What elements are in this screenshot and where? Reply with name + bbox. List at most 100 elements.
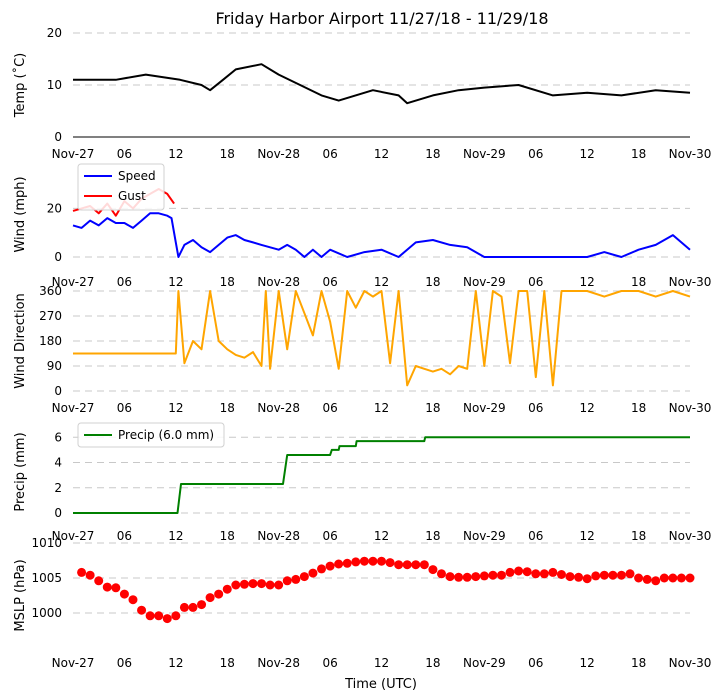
data-point	[548, 567, 558, 577]
x-tick-label: Nov-28	[257, 529, 300, 543]
legend-label: Speed	[118, 169, 156, 183]
data-point	[436, 569, 446, 579]
x-tick-label: Nov-27	[52, 275, 95, 289]
x-tick-label: Nov-30	[669, 401, 712, 415]
data-point	[479, 571, 489, 581]
chart-title: Friday Harbor Airport 11/27/18 - 11/29/1…	[215, 9, 548, 28]
data-point	[454, 572, 464, 582]
x-tick-label: 06	[528, 275, 543, 289]
x-tick-label: 06	[528, 401, 543, 415]
data-point	[634, 573, 644, 583]
panel-direction: 0 90 180 270 360 Wind Direction Nov-27 06 12 18 No…	[13, 284, 711, 415]
x-tick-label: Nov-28	[257, 401, 300, 415]
data-point	[111, 583, 121, 593]
x-tick-label: 06	[117, 656, 132, 670]
x-tick-label: 18	[425, 529, 440, 543]
legend-wind: Speed Gust	[77, 163, 165, 211]
data-point	[539, 569, 549, 579]
data-point	[488, 570, 498, 580]
x-tick-label: 06	[117, 147, 132, 161]
x-tick-label: Nov-27	[52, 147, 95, 161]
data-point	[214, 589, 224, 599]
x-tick-label: 06	[117, 529, 132, 543]
y-tick-label: 0	[54, 250, 62, 264]
data-point	[162, 614, 172, 624]
x-tick-label: 12	[580, 529, 595, 543]
x-tick-label: 12	[580, 147, 595, 161]
data-point	[128, 595, 138, 605]
y-tick-label: 0	[54, 384, 62, 398]
data-point	[205, 593, 215, 603]
x-tick-label: 18	[631, 401, 646, 415]
x-tick-label: 12	[580, 275, 595, 289]
series-line	[73, 290, 691, 387]
legend-precip: Precip (6.0 mm)	[77, 422, 225, 448]
series-direction-0	[73, 290, 691, 387]
y-tick-label: 90	[47, 359, 62, 373]
series-line	[73, 63, 691, 105]
data-point	[239, 579, 249, 589]
data-point	[582, 574, 592, 584]
x-tick-label: 18	[425, 401, 440, 415]
legend-label: Gust	[118, 189, 146, 203]
x-tick-label: 12	[374, 656, 389, 670]
y-tick-label: 20	[47, 201, 62, 215]
data-point	[291, 574, 301, 584]
x-tick-label: 18	[220, 401, 235, 415]
data-point	[274, 580, 284, 590]
y-axis-label: MSLP (hPa)	[13, 559, 28, 631]
data-point	[188, 602, 198, 612]
x-tick-label: Nov-29	[463, 529, 506, 543]
y-tick-label: 270	[39, 309, 62, 323]
x-tick-label: 18	[425, 275, 440, 289]
data-point	[608, 570, 618, 580]
data-point	[685, 573, 695, 583]
series-line	[73, 436, 690, 514]
data-point	[197, 600, 207, 610]
data-point	[342, 558, 352, 568]
y-tick-label: 0	[54, 506, 62, 520]
data-point	[471, 572, 481, 582]
x-tick-label: 06	[322, 656, 337, 670]
y-axis-label: Wind (mph)	[13, 176, 28, 252]
data-point	[137, 605, 147, 615]
data-point	[565, 572, 575, 582]
y-tick-label: 1005	[31, 571, 62, 585]
data-point	[102, 582, 112, 592]
data-point	[599, 570, 609, 580]
data-point	[462, 572, 472, 582]
data-point	[505, 567, 515, 577]
panel-precip: 0 2 4 6 Precip (mm) Nov-27 06 12 18 Nov-28 06 12 18 N…	[13, 422, 711, 543]
x-tick-label: 06	[528, 529, 543, 543]
series-line	[72, 212, 691, 258]
x-tick-label: Nov-27	[52, 656, 95, 670]
data-point	[308, 568, 318, 578]
data-point	[359, 556, 369, 566]
legend-label: Precip (6.0 mm)	[118, 428, 214, 442]
x-tick-label: 06	[528, 656, 543, 670]
x-tick-label: Nov-27	[52, 401, 95, 415]
series-wind-speed	[72, 212, 691, 258]
data-point	[574, 572, 584, 582]
data-point	[531, 569, 541, 579]
x-tick-label: 18	[631, 147, 646, 161]
x-tick-label: 06	[528, 147, 543, 161]
data-point	[591, 571, 601, 581]
x-tick-label: Nov-29	[463, 275, 506, 289]
x-tick-label: 18	[425, 147, 440, 161]
data-point	[325, 561, 335, 571]
x-tick-label: 12	[168, 656, 183, 670]
data-point	[402, 560, 412, 570]
data-point	[419, 560, 429, 570]
data-point	[282, 576, 292, 586]
x-tick-label: Nov-28	[257, 656, 300, 670]
data-point	[299, 572, 309, 582]
data-point	[385, 558, 395, 568]
x-tick-label: Nov-29	[463, 401, 506, 415]
y-tick-label: 1010	[31, 536, 62, 550]
data-point	[625, 569, 635, 579]
data-point	[522, 567, 532, 577]
data-point	[145, 611, 155, 621]
x-tick-label: 12	[580, 656, 595, 670]
